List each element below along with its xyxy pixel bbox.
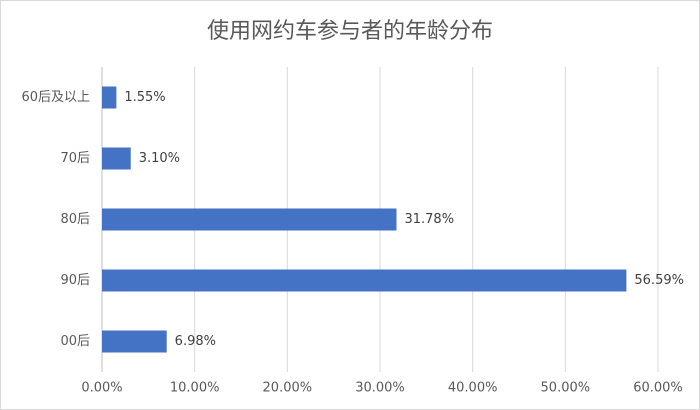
x-tick-label: 50.00% (541, 381, 591, 396)
value-label: 1.55% (124, 90, 165, 105)
bar (102, 86, 117, 109)
bar (102, 269, 627, 292)
bar (102, 208, 397, 231)
y-tick-label: 70后 (60, 151, 90, 166)
x-tick-label: 60.00% (633, 381, 683, 396)
value-label: 56.59% (634, 273, 684, 288)
value-label: 6.98% (175, 334, 216, 349)
value-label: 31.78% (404, 212, 454, 227)
x-tick-label: 20.00% (263, 381, 313, 396)
chart-title: 使用网约车参与者的年龄分布 (207, 19, 493, 44)
bar (102, 330, 167, 353)
x-tick-label: 40.00% (448, 381, 498, 396)
x-tick-label: 10.00% (170, 381, 220, 396)
x-tick-label: 0.00% (81, 381, 122, 396)
y-tick-label: 80后 (60, 212, 90, 227)
y-tick-label: 60后及以上 (21, 90, 90, 105)
x-tick-label: 30.00% (355, 381, 405, 396)
bar (102, 147, 131, 170)
y-tick-label: 90后 (60, 273, 90, 288)
value-label: 3.10% (139, 151, 180, 166)
y-tick-label: 00后 (60, 334, 90, 349)
